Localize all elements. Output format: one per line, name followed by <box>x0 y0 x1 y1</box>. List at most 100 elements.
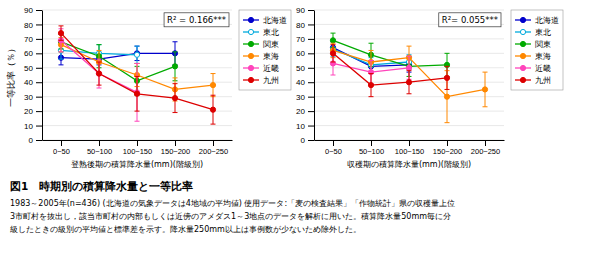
tick: 80 <box>24 21 42 30</box>
legend-marker <box>520 41 525 46</box>
error-bar <box>369 74 374 97</box>
point <box>134 52 139 57</box>
tick-label: 200~250 <box>471 147 500 156</box>
tick-label: 80 <box>24 21 33 30</box>
legend-marker <box>248 17 253 22</box>
legend-label: 東北 <box>263 28 279 37</box>
tick-label: 90 <box>24 6 33 15</box>
marks <box>330 33 487 123</box>
tick-label: 100~150 <box>123 147 152 156</box>
error-bar <box>173 84 178 113</box>
grid-line <box>314 38 504 39</box>
tick: 30 <box>296 93 314 102</box>
legend-item: 北海道 <box>243 16 287 25</box>
tick-label: 10 <box>296 122 305 131</box>
legend-marker <box>248 77 253 82</box>
tick: 10 <box>296 122 314 131</box>
tick: 30 <box>24 93 42 102</box>
grid-line <box>42 125 232 126</box>
grid <box>42 10 232 140</box>
legend-frame <box>239 10 291 90</box>
legend-item: 関東 <box>243 40 279 49</box>
tick-label: 70 <box>24 35 33 44</box>
legend-label: 東北 <box>535 28 551 37</box>
legend-marker <box>520 17 525 22</box>
point <box>96 71 101 76</box>
tick: 50~100 <box>359 140 384 156</box>
tick-label: 20 <box>296 107 305 116</box>
error-bar <box>331 45 336 62</box>
tick-mark <box>175 140 176 146</box>
tick-mark <box>36 68 42 69</box>
tick: 80 <box>296 21 314 30</box>
tick: 200~250 <box>471 140 500 156</box>
annotation-box <box>164 13 229 27</box>
tick-mark <box>485 140 486 146</box>
tick-label: 30 <box>296 93 305 102</box>
tick: 40 <box>296 78 314 87</box>
tick-label: 150~200 <box>433 147 462 156</box>
tick-label: 20 <box>24 107 33 116</box>
tick-label: 30 <box>24 93 33 102</box>
error-bar <box>59 26 64 40</box>
grid-line <box>314 111 504 112</box>
annotation: R² = 0.166*** <box>164 13 229 27</box>
tick: 0~50 <box>325 140 342 156</box>
point <box>330 51 335 56</box>
point <box>406 65 411 70</box>
legend-item: 東北 <box>515 28 551 37</box>
error-bar <box>135 76 140 111</box>
legend-label: 近畿 <box>263 64 279 73</box>
error-bar <box>135 63 140 121</box>
series-line <box>61 42 175 81</box>
tick: 200~250 <box>199 140 228 156</box>
tick-mark <box>36 82 42 83</box>
error-bar <box>445 71 450 123</box>
tick: 50~100 <box>87 140 112 156</box>
tick: 40 <box>24 78 42 87</box>
y-axis: 0102030405060708090 <box>296 6 314 145</box>
legend-frame <box>511 10 563 90</box>
point <box>482 87 487 92</box>
tick-mark <box>447 140 448 146</box>
legend-item: 近畿 <box>243 64 279 73</box>
series <box>58 35 177 96</box>
tick: 60 <box>296 49 314 58</box>
legend-label: 東海 <box>263 52 279 61</box>
series <box>330 43 487 122</box>
series-line <box>333 40 447 66</box>
point <box>444 75 449 80</box>
x-axis-title: 収穫期の積算降水量(mm)(階級別) <box>347 160 471 169</box>
tick: 70 <box>24 35 42 44</box>
error-bar <box>97 59 102 88</box>
grid-line <box>42 38 232 39</box>
series <box>330 45 449 97</box>
grid-line <box>314 96 504 97</box>
grid <box>314 10 504 140</box>
tick-label: 40 <box>296 78 305 87</box>
caption-note: 3市町村を抜出し，該当市町村の内部もしくは近傍のアメダス1～3地点のデータを解析… <box>10 212 451 221</box>
legend-marker <box>520 29 525 34</box>
tick-mark <box>308 97 314 98</box>
marks <box>58 26 215 124</box>
point <box>406 80 411 85</box>
tick-mark <box>308 140 314 141</box>
series-line <box>333 53 447 85</box>
tick-label: 50~100 <box>87 147 112 156</box>
tick-mark <box>213 140 214 146</box>
error-bar <box>211 74 216 97</box>
annotation-box <box>439 13 501 27</box>
panel: 01020304050607080900~5050~100100~150150~… <box>6 6 291 169</box>
tick-label: 100~150 <box>395 147 424 156</box>
legend-label: 北海道 <box>535 16 559 25</box>
tick-mark <box>308 68 314 69</box>
tick: 150~200 <box>161 140 190 156</box>
legend-label: 九州 <box>535 76 551 85</box>
tick: 0 <box>301 136 314 145</box>
tick-mark <box>36 126 42 127</box>
tick-mark <box>409 140 410 146</box>
legend-item: 東海 <box>243 52 279 61</box>
point <box>330 38 335 43</box>
tick: 10 <box>24 122 42 131</box>
tick-mark <box>36 111 42 112</box>
